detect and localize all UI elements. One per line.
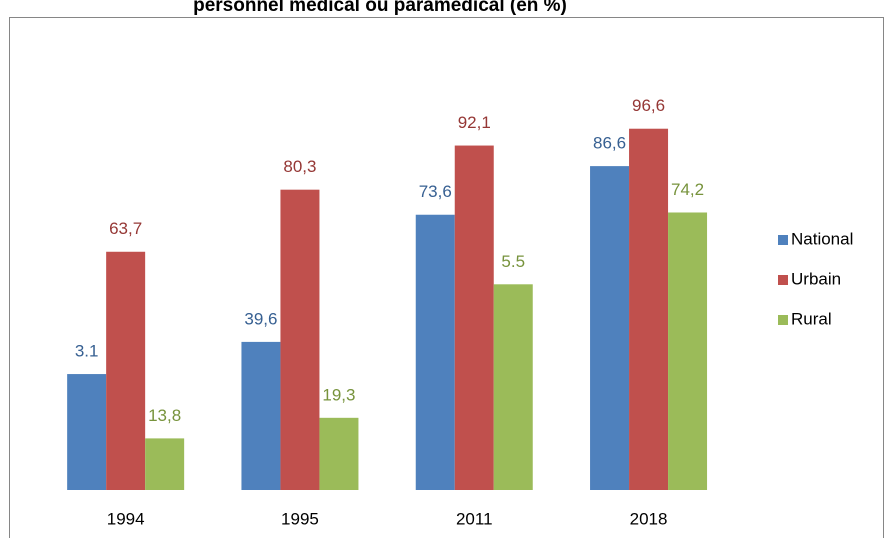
- data-label: 5.5: [501, 252, 525, 271]
- data-label: 3.1: [75, 342, 99, 361]
- data-label: 96,6: [632, 96, 665, 115]
- legend-swatch: [778, 235, 788, 245]
- data-label: 63,7: [109, 219, 142, 238]
- x-tick-label: 1995: [281, 509, 319, 528]
- data-label: 86,6: [593, 134, 626, 153]
- bar: [319, 417, 359, 490]
- bar: [454, 145, 494, 490]
- legend-swatch: [778, 315, 788, 325]
- data-label: 39,6: [244, 309, 277, 328]
- bar: [629, 128, 669, 490]
- bar: [668, 212, 708, 490]
- bar: [493, 284, 533, 490]
- legend-label: Rural: [791, 309, 832, 328]
- bar: [590, 166, 630, 490]
- data-label: 73,6: [419, 182, 452, 201]
- bar: [241, 341, 281, 490]
- data-label: 92,1: [458, 113, 491, 132]
- x-tick-label: 2011: [456, 509, 493, 528]
- data-label: 74,2: [671, 180, 704, 199]
- bar: [145, 438, 185, 490]
- chart-title: personnel medical ou paramedical (en %): [193, 0, 567, 16]
- bar: [280, 189, 320, 491]
- bar: [67, 374, 107, 490]
- data-label: 19,3: [322, 385, 355, 404]
- x-tick-label: 2018: [630, 509, 668, 528]
- legend-swatch: [778, 275, 788, 285]
- bar: [106, 251, 146, 490]
- data-label: 13,8: [148, 406, 181, 425]
- legend-label: National: [791, 229, 853, 248]
- x-tick-label: 1994: [107, 509, 145, 528]
- legend-label: Urbain: [791, 269, 841, 288]
- bar: [415, 214, 455, 490]
- data-label: 80,3: [283, 157, 316, 176]
